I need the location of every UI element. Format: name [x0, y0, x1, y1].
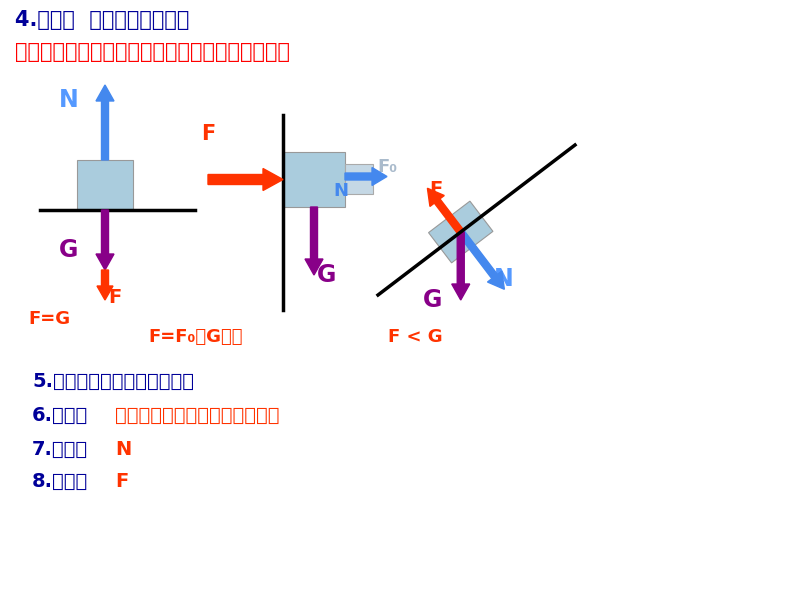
- Text: G: G: [59, 238, 79, 262]
- Bar: [77, 160, 133, 210]
- Text: N: N: [59, 88, 79, 112]
- Text: F=F₀与G无关: F=F₀与G无关: [148, 328, 242, 346]
- Text: 6.大小：: 6.大小：: [32, 406, 88, 425]
- Text: F: F: [108, 288, 121, 307]
- Text: G: G: [422, 288, 442, 312]
- FancyArrow shape: [96, 85, 114, 160]
- Text: G: G: [317, 263, 337, 287]
- Text: 7.单位：: 7.单位：: [32, 440, 88, 459]
- FancyArrow shape: [305, 207, 323, 275]
- FancyArrow shape: [427, 188, 464, 234]
- Text: F: F: [201, 124, 215, 144]
- Text: 4.方向：  可以向各个方向；: 4.方向： 可以向各个方向；: [15, 10, 190, 30]
- FancyArrow shape: [208, 169, 283, 191]
- FancyArrow shape: [452, 232, 470, 300]
- Bar: [345, 164, 373, 194]
- Text: 但一定垂直于受力物的表面且指向受力物的内部。: 但一定垂直于受力物的表面且指向受力物的内部。: [15, 42, 290, 62]
- FancyArrow shape: [458, 230, 504, 289]
- Text: F: F: [115, 472, 129, 491]
- FancyArrow shape: [97, 270, 113, 300]
- Bar: [283, 152, 345, 207]
- Text: F=G: F=G: [28, 310, 70, 328]
- Text: F₀: F₀: [377, 157, 397, 175]
- Text: F: F: [430, 180, 443, 199]
- Text: N: N: [333, 182, 348, 200]
- Text: F < G: F < G: [388, 328, 442, 346]
- Text: 5.作用点：受力物的表面处。: 5.作用点：受力物的表面处。: [32, 372, 194, 391]
- Text: N: N: [495, 267, 514, 291]
- Text: 8.符号：: 8.符号：: [32, 472, 88, 491]
- FancyArrow shape: [345, 167, 387, 185]
- Text: 可能与重力有关，也可能无关。: 可能与重力有关，也可能无关。: [115, 406, 279, 425]
- Text: N: N: [115, 440, 131, 459]
- FancyArrow shape: [96, 210, 114, 270]
- Polygon shape: [429, 201, 493, 263]
